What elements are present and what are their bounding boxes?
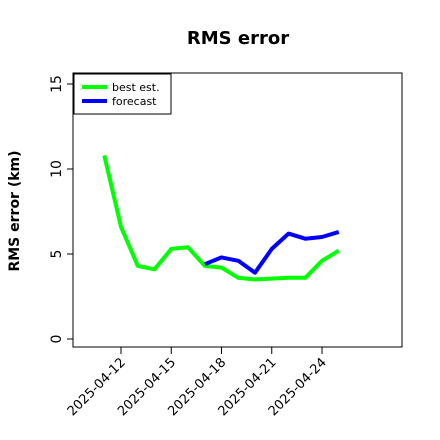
series-line-best-est (102, 154, 340, 282)
legend-box (73, 73, 172, 115)
chart-title: RMS error (187, 28, 289, 49)
series-group (102, 154, 340, 282)
y-tick-label: 10 (49, 160, 65, 178)
x-axis: 2025-04-122025-04-152025-04-182025-04-21… (65, 346, 330, 419)
y-axis-label: RMS error (km) (7, 150, 23, 271)
series-line-forecast (204, 229, 340, 275)
legend-label-best-est: best est. (112, 81, 160, 94)
y-tick-label: 0 (49, 335, 65, 344)
y-axis: 0 5 10 15 (49, 75, 74, 344)
legend-label-forecast: forecast (112, 95, 157, 108)
legend: best est. forecast (73, 73, 172, 115)
y-tick-label: 15 (49, 75, 65, 93)
y-tick-label: 5 (49, 250, 65, 259)
